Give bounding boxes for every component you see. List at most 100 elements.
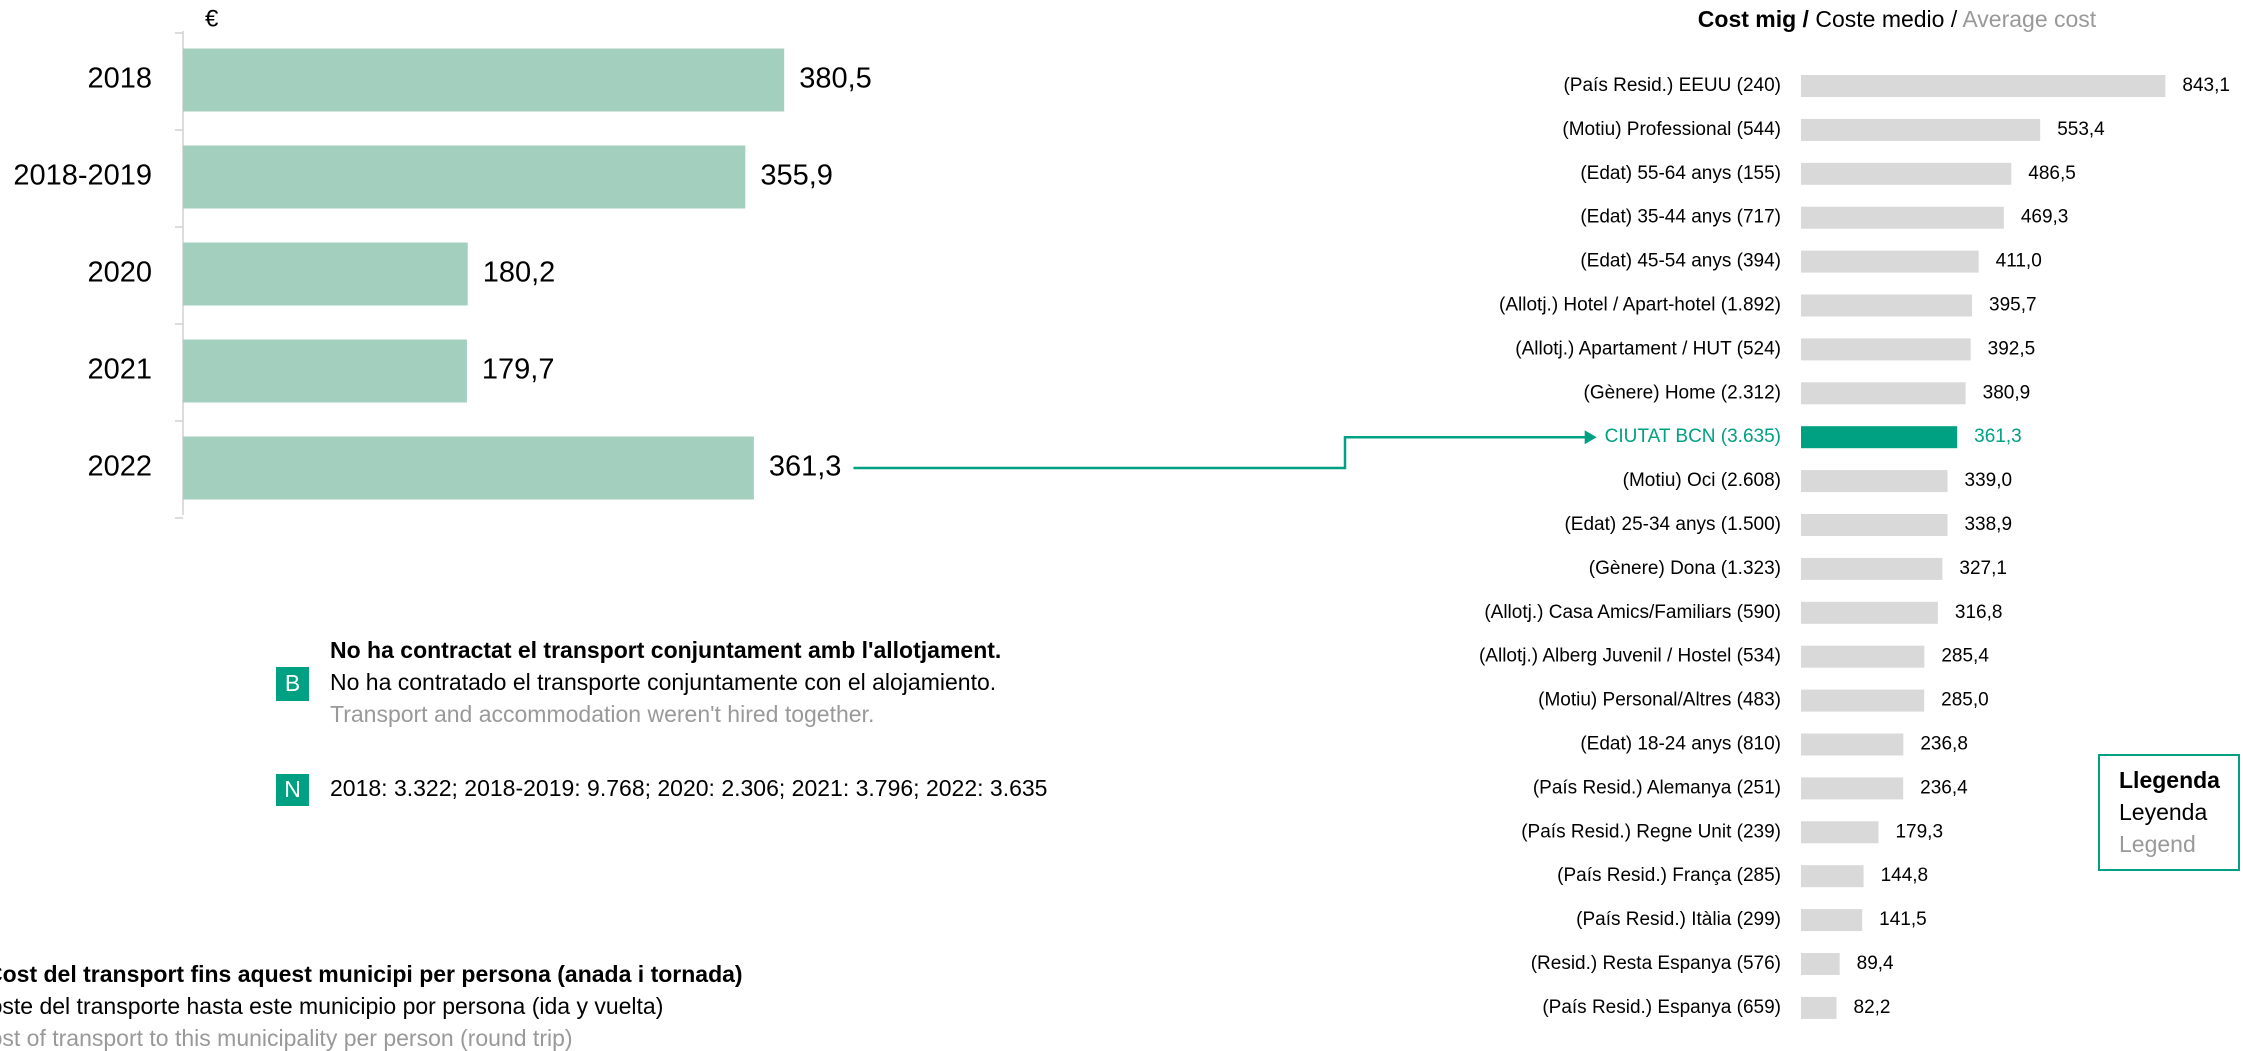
value-label: 553,4 — [2057, 119, 2105, 140]
note-badge-box — [276, 667, 309, 701]
bar — [1801, 777, 1904, 800]
value-label: 141,5 — [1879, 909, 1927, 930]
category-label: (Motiu) Personal/Altres (483) — [1538, 690, 1781, 711]
bar — [1801, 821, 1879, 844]
category-label: (Edat) 25-34 anys (1.500) — [1564, 514, 1781, 535]
value-label: 236,8 — [1920, 734, 1968, 755]
bar — [183, 242, 468, 306]
value-label: 82,2 — [1854, 997, 1891, 1018]
category-label: (Allotj.) Casa Amics/Familiars (590) — [1484, 602, 1781, 623]
bar — [1801, 250, 1979, 273]
value-label: 89,4 — [1857, 953, 1894, 974]
value-label: 395,7 — [1989, 295, 2037, 316]
bar — [1801, 733, 1904, 756]
category-label: 2018-2019 — [13, 160, 152, 192]
category-label: (País Resid.) EEUU (240) — [1563, 75, 1781, 96]
value-label: 361,3 — [1974, 426, 2022, 447]
bar — [1801, 162, 2012, 185]
value-label: 361,3 — [769, 451, 842, 483]
value-label: 339,0 — [1965, 470, 2013, 491]
category-label: (Allotj.) Hotel / Apart-hotel (1.892) — [1499, 295, 1781, 316]
category-label: (Gènere) Dona (1.323) — [1589, 558, 1781, 579]
bar — [1801, 294, 1973, 317]
value-label: 380,9 — [1983, 382, 2031, 403]
bar — [1801, 206, 2004, 229]
value-label: 338,9 — [1964, 514, 2012, 535]
title-part: / — [1951, 6, 1958, 32]
value-label: 285,4 — [1941, 646, 1989, 667]
category-label: (Allotj.) Alberg Juvenil / Hostel (534) — [1479, 646, 1781, 667]
chart-title: Cost mig / Coste medio / Average cost — [1698, 6, 2097, 32]
note-line: 2018: 3.322; 2018-2019: 9.768; 2020: 2.3… — [330, 775, 1047, 801]
note-badge: N — [284, 776, 301, 802]
category-label: (Gènere) Home (2.312) — [1584, 382, 1781, 403]
bar — [1801, 645, 1925, 668]
title-part: Average cost — [1962, 6, 2096, 32]
bar — [1801, 953, 1840, 975]
category-label: (Edat) 35-44 anys (717) — [1580, 207, 1781, 228]
category-label: (Edat) 55-64 anys (155) — [1580, 163, 1781, 184]
bar — [1801, 865, 1864, 888]
bar — [1801, 557, 1943, 580]
title-part: Cost mig / — [1698, 6, 1810, 32]
caption-line: Cost of transport to this municipality p… — [0, 1025, 573, 1051]
category-label: (País Resid.) Espanya (659) — [1542, 997, 1781, 1018]
category-label: (País Resid.) França (285) — [1557, 865, 1781, 886]
bar — [1801, 996, 1837, 1019]
value-label: 392,5 — [1988, 338, 2036, 359]
bar — [1801, 426, 1958, 449]
category-label: (País Resid.) Alemanya (251) — [1533, 777, 1781, 798]
category-label: (País Resid.) Regne Unit (239) — [1521, 821, 1781, 842]
category-label: (País Resid.) Itàlia (299) — [1576, 909, 1781, 930]
category-label: (Motiu) Oci (2.608) — [1623, 470, 1781, 491]
bar — [183, 145, 746, 209]
connector-arrow — [1584, 430, 1597, 445]
value-label: 469,3 — [2021, 207, 2069, 228]
value-label: 285,0 — [1941, 690, 1989, 711]
category-label: 2020 — [87, 257, 152, 289]
note-line: No ha contratado el transporte conjuntam… — [330, 669, 996, 695]
value-label: 327,1 — [1959, 558, 2007, 579]
category-label: (Allotj.) Apartament / HUT (524) — [1515, 338, 1781, 359]
note-line: No ha contractat el transport conjuntame… — [330, 637, 1001, 663]
unit-label: € — [205, 5, 219, 32]
category-label: CIUTAT BCN (3.635) — [1605, 426, 1781, 447]
bar — [1801, 470, 1948, 493]
legend-line: Legend — [2119, 831, 2196, 857]
category-label: (Edat) 45-54 anys (394) — [1580, 251, 1781, 272]
bar — [1801, 118, 2041, 141]
bar — [1801, 382, 1966, 405]
bar — [183, 436, 754, 500]
bar — [183, 339, 467, 403]
note-line: Transport and accommodation weren't hire… — [330, 701, 874, 727]
note-badge: B — [285, 670, 300, 696]
bar — [1801, 909, 1863, 932]
bar — [1801, 75, 2166, 97]
value-label: 144,8 — [1881, 865, 1929, 886]
value-label: 179,3 — [1895, 821, 1943, 842]
category-label: 2022 — [87, 451, 152, 483]
legend-line: Llegenda — [2119, 767, 2220, 793]
bar — [183, 48, 785, 112]
value-label: 316,8 — [1955, 602, 2003, 623]
value-label: 236,4 — [1920, 777, 1968, 798]
value-label: 179,7 — [482, 354, 555, 386]
caption-line: Cost del transport fins aquest municipi … — [0, 961, 743, 987]
note-badge-box — [276, 774, 309, 806]
value-label: 411,0 — [1996, 251, 2042, 272]
connector — [853, 435, 1587, 470]
value-label: 486,5 — [2028, 163, 2076, 184]
value-label: 180,2 — [483, 257, 556, 289]
value-label: 355,9 — [760, 160, 833, 192]
value-label: 843,1 — [2182, 75, 2230, 96]
legend-box — [2098, 754, 2240, 871]
bar — [1801, 514, 1948, 536]
category-label: 2018 — [87, 63, 152, 95]
title-part: Coste medio — [1815, 6, 1944, 32]
category-label: 2021 — [87, 354, 152, 386]
legend-line: Leyenda — [2119, 799, 2207, 825]
value-label: 380,5 — [799, 63, 872, 95]
caption-line: Coste del transporte hasta este municipi… — [0, 993, 663, 1019]
category-label: (Motiu) Professional (544) — [1562, 119, 1781, 140]
